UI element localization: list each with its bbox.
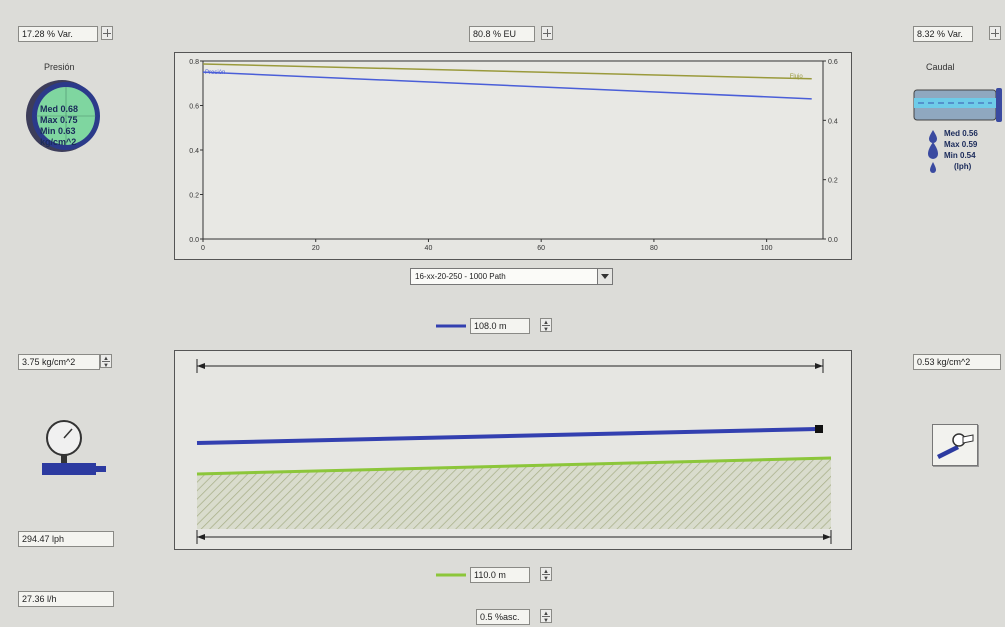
flow-unit: (lph) xyxy=(954,162,972,171)
inlet-pressure-spin-button[interactable]: ▲ ▼ xyxy=(100,354,112,369)
x-tick-label: 40 xyxy=(425,245,433,252)
profile-svg xyxy=(196,359,832,544)
uniformity-spin-button[interactable] xyxy=(541,26,553,40)
flow-med: Med 0.56 xyxy=(944,129,978,138)
flow-max: Max 0.59 xyxy=(944,140,978,149)
profile-panel xyxy=(174,350,852,550)
x-tick-label: 0 xyxy=(201,245,205,252)
pipe-flow-icon xyxy=(913,88,1002,122)
terrain-line xyxy=(196,456,832,476)
pressure-flow-chart-svg: 0 20 40 60 80 100 0.0 0.2 0.4 0.6 0.8 0.0 0.2 0.4 0.6 P… xyxy=(189,59,838,252)
y-right-tick-label: 0.4 xyxy=(828,118,838,125)
y-left-tick-label: 0.8 xyxy=(189,59,199,66)
rate-field: 27.36 l/h xyxy=(18,591,114,607)
uniformity-field[interactable]: 80.8 % EU xyxy=(469,26,535,42)
variation-right-spin-button[interactable] xyxy=(989,26,1001,40)
variation-left-spin-button[interactable] xyxy=(101,26,113,40)
top-length-spin-button[interactable]: ▲ ▼ xyxy=(540,318,552,333)
x-tick-label: 80 xyxy=(650,245,658,252)
series-line-0 xyxy=(202,71,812,100)
top-length-field[interactable]: 108.0 m xyxy=(470,318,530,334)
outlet-pressure-field: 0.53 kg/cm^2 xyxy=(913,354,1001,370)
terrain-fill xyxy=(197,458,831,529)
emitter-icon xyxy=(937,433,974,459)
droplet-icons xyxy=(928,130,938,173)
pressure-flow-chart: 0 20 40 60 80 100 0.0 0.2 0.4 0.6 0.8 0.0 0.2 0.4 0.6 P… xyxy=(174,52,852,260)
pressure-line-legend xyxy=(436,324,466,328)
pressure-max: Max 0.75 xyxy=(40,115,78,125)
y-right-tick-label: 0.0 xyxy=(828,237,838,244)
y-left-tick-label: 0.0 xyxy=(189,237,199,244)
series-line-1 xyxy=(202,63,812,80)
pipe-pressure-line xyxy=(196,427,818,445)
series-label-0: Presión xyxy=(205,70,225,76)
y-left-tick-label: 0.4 xyxy=(189,148,199,155)
bottom-length-spin-button[interactable]: ▲ ▼ xyxy=(540,567,552,582)
pressure-title: Presión xyxy=(44,62,75,72)
slope-spin-button[interactable]: ▲ ▼ xyxy=(540,609,552,624)
pressure-gauge-icon xyxy=(26,80,100,152)
path-select[interactable]: 16-xx-20-250 - 1000 Path xyxy=(410,268,598,285)
terrain-line-legend xyxy=(436,573,466,577)
pressure-gauge-readout: Med 0.68 Max 0.75 Min 0.63 kg/cm^2 xyxy=(40,104,96,148)
pressure-unit: kg/cm^2 xyxy=(40,137,77,147)
x-tick-label: 20 xyxy=(312,245,320,252)
pressure-med: Med 0.68 xyxy=(40,104,79,114)
flow-readout: Med 0.56 Max 0.59 Min 0.54 (lph) xyxy=(944,128,978,172)
bottom-length-field[interactable]: 110.0 m xyxy=(470,567,530,583)
inlet-pressure-field[interactable]: 3.75 kg/cm^2 xyxy=(18,354,100,370)
x-tick-label: 100 xyxy=(761,245,773,252)
y-right-tick-label: 0.2 xyxy=(828,178,838,185)
variation-right-field[interactable]: 8.32 % Var. xyxy=(913,26,973,42)
manometer-icon xyxy=(42,420,106,475)
flow-title: Caudal xyxy=(926,62,955,72)
pressure-min: Min 0.63 xyxy=(40,126,76,136)
pipe-end-marker xyxy=(815,425,823,433)
slope-field[interactable]: 0.5 %asc. xyxy=(476,609,530,625)
variation-left-field[interactable]: 17.28 % Var. xyxy=(18,26,98,42)
flow-min: Min 0.54 xyxy=(944,151,976,160)
series-label-1: Flujo xyxy=(790,74,804,80)
y-right-tick-label: 0.6 xyxy=(828,59,838,66)
path-select-dropdown-button[interactable] xyxy=(597,268,613,285)
y-left-tick-label: 0.6 xyxy=(189,104,199,111)
total-flow-field: 294.47 lph xyxy=(18,531,114,547)
y-left-tick-label: 0.2 xyxy=(189,193,199,200)
x-tick-label: 60 xyxy=(537,245,545,252)
emitter-button[interactable] xyxy=(932,424,978,466)
plot-area xyxy=(202,60,824,240)
